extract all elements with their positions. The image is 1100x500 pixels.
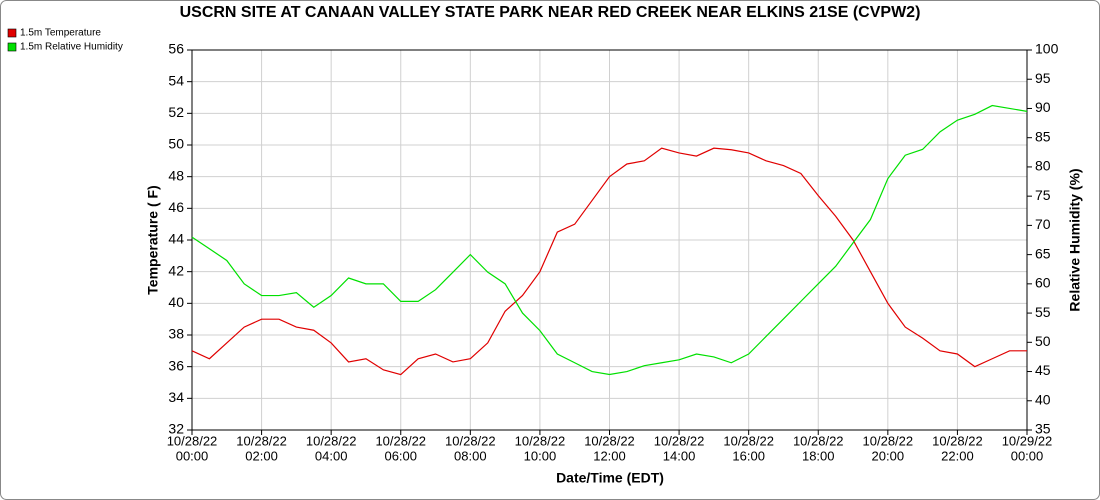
y2-tick-label: 85 [1035, 128, 1051, 144]
x-tick-label: 18:00 [802, 448, 835, 463]
series-line [191, 104, 1028, 376]
x-tick-label: 10/28/22 [375, 433, 426, 448]
y-tick-label: 54 [168, 72, 184, 88]
x-tick-label: 14:00 [663, 448, 696, 463]
y2-tick-label: 60 [1035, 275, 1051, 291]
y-tick-label: 46 [168, 199, 184, 215]
plot-border [191, 49, 1028, 431]
y2-tick-label: 70 [1035, 216, 1051, 232]
x-tick-label: 10/28/22 [932, 433, 983, 448]
x-tick-label: 10/28/22 [584, 433, 635, 448]
x-tick-label: 04:00 [315, 448, 348, 463]
x-tick-label: 02:00 [245, 448, 278, 463]
y2-tick-label: 90 [1035, 99, 1051, 115]
x-tick-label: 20:00 [872, 448, 905, 463]
x-tick-label: 10/28/22 [306, 433, 357, 448]
y-tick-label: 44 [168, 231, 184, 247]
chart-title: USCRN SITE AT CANAAN VALLEY STATE PARK N… [180, 4, 921, 21]
y2-tick-label: 50 [1035, 333, 1051, 349]
y2-tick-label: 95 [1035, 70, 1051, 86]
x-tick-label: 16:00 [732, 448, 765, 463]
x-tick-label: 10/28/22 [723, 433, 774, 448]
x-axis-title: Date/Time (EDT) [556, 470, 664, 486]
x-tick-label: 10/28/22 [654, 433, 705, 448]
y-tick-label: 56 [168, 41, 184, 57]
x-tick-label: 12:00 [593, 448, 626, 463]
y2-tick-label: 100 [1035, 41, 1059, 57]
y-tick-label: 52 [168, 104, 184, 120]
x-tick-label: 00:00 [1011, 448, 1044, 463]
x-tick-label: 10/29/22 [1002, 433, 1053, 448]
y-tick-label: 32 [168, 421, 184, 437]
y-tick-label: 40 [168, 294, 184, 310]
y2-tick-label: 45 [1035, 362, 1051, 378]
x-tick-label: 10/28/22 [445, 433, 496, 448]
x-tick-label: 08:00 [454, 448, 487, 463]
y-tick-label: 50 [168, 136, 184, 152]
legend-swatch [7, 28, 17, 38]
x-tick-label: 10/28/22 [863, 433, 914, 448]
x-tick-label: 06:00 [384, 448, 417, 463]
y2-tick-label: 65 [1035, 245, 1051, 261]
x-tick-label: 10/28/22 [793, 433, 844, 448]
y-tick-label: 48 [168, 167, 184, 183]
y2-tick-label: 40 [1035, 391, 1051, 407]
y-tick-label: 38 [168, 326, 184, 342]
y-tick-label: 34 [168, 389, 184, 405]
x-tick-label: 10/28/22 [515, 433, 566, 448]
y2-tick-label: 55 [1035, 304, 1051, 320]
series-line [191, 147, 1027, 376]
legend-label: 1.5m Temperature [20, 28, 101, 39]
y-axis-title: Temperature ( F) [145, 185, 161, 294]
y2-axis-title: Relative Humidity (%) [1067, 168, 1083, 311]
y2-tick-label: 80 [1035, 158, 1051, 174]
y2-tick-label: 75 [1035, 187, 1051, 203]
x-tick-label: 22:00 [941, 448, 974, 463]
x-tick-label: 00:00 [176, 448, 209, 463]
y-tick-label: 36 [168, 357, 184, 373]
x-tick-label: 10/28/22 [236, 433, 287, 448]
x-tick-label: 10/28/22 [167, 433, 218, 448]
legend-label: 1.5m Relative Humidity [20, 42, 123, 53]
y-tick-label: 42 [168, 262, 184, 278]
x-tick-label: 10:00 [524, 448, 557, 463]
legend-swatch [7, 42, 17, 52]
y2-tick-label: 35 [1035, 421, 1051, 437]
